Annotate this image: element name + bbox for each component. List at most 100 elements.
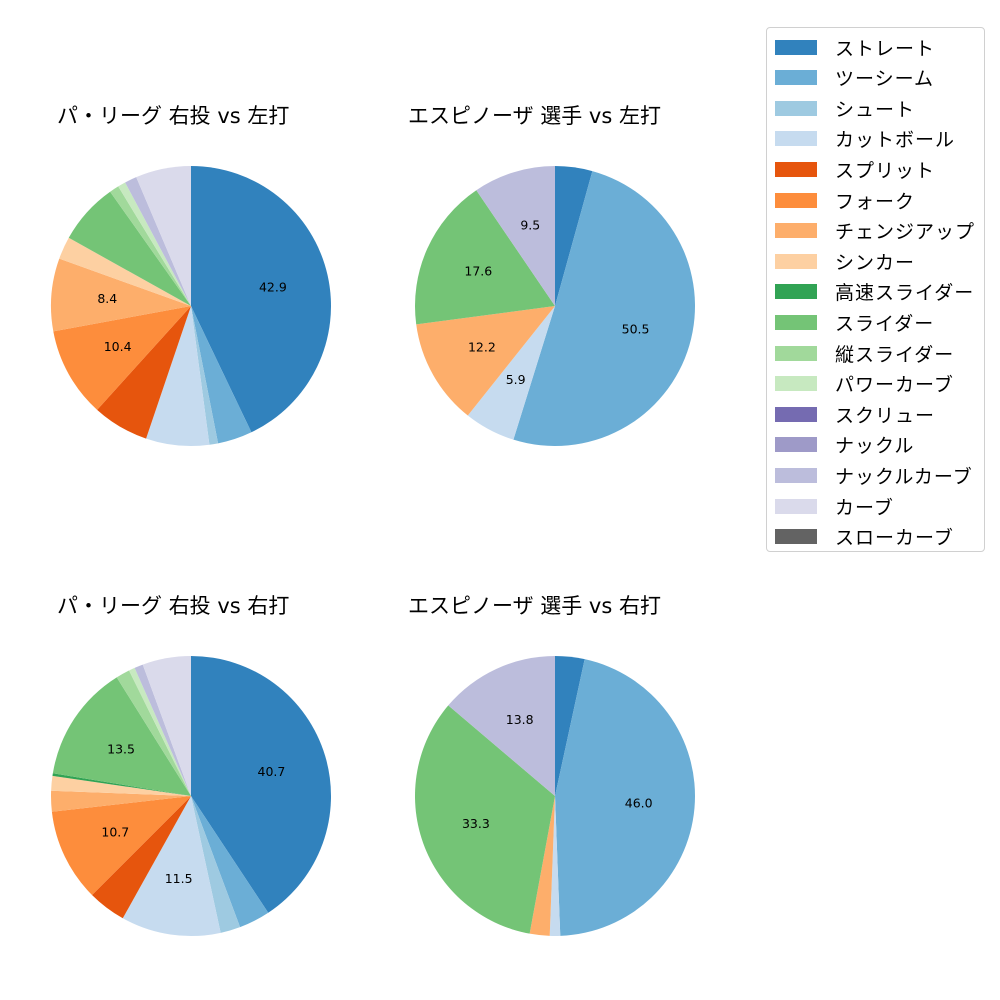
legend-swatch [775, 192, 817, 208]
pie-slice [191, 166, 332, 433]
pie-svg: 40.7 11.5 10.7 13.5 [51, 656, 331, 936]
legend-label: チェンジアップ [835, 221, 976, 244]
legend-item: スプリット [767, 154, 984, 184]
pie-slice [51, 790, 191, 812]
pie-slice [529, 796, 555, 936]
pie-slice [146, 306, 210, 447]
pie-slice [555, 166, 593, 306]
legend-item: 縦スライダー [767, 338, 984, 368]
slice-value-label: 13.8 [506, 712, 534, 727]
legend-label: フォーク [835, 190, 916, 213]
pie-slice [549, 796, 561, 936]
pie-slice [191, 306, 219, 445]
pie-slice [191, 306, 252, 444]
slice-value-label: 40.7 [258, 764, 286, 779]
legend-item: ナックルカーブ [767, 460, 984, 490]
legend-label: ナックルカーブ [835, 465, 973, 488]
legend-label: ツーシーム [835, 68, 935, 91]
chart-title: エスピノーザ 選手 vs 右打 [408, 594, 661, 618]
legend-item: フォーク [767, 185, 984, 215]
slice-value-label: 12.2 [468, 339, 496, 354]
legend-swatch [775, 376, 817, 392]
pie-slice [68, 191, 191, 306]
legend-label: スライダー [835, 312, 935, 335]
slice-value-label: 46.0 [625, 795, 653, 810]
pie-slice [555, 659, 695, 936]
legend-item: ツーシーム [767, 63, 984, 93]
pie-slice [191, 796, 241, 933]
pie-slice [555, 656, 585, 796]
slice-value-label: 8.4 [97, 291, 117, 306]
pie-chart-pa-league-vs-left: パ・リーグ 右投 vs 左打 42.9 10.4 8.4 [0, 0, 380, 490]
legend-item: スクリュー [767, 399, 984, 429]
pie-slice [122, 796, 221, 936]
legend-item: スライダー [767, 307, 984, 337]
slice-value-label: 10.7 [101, 824, 129, 839]
pie-slice [467, 306, 555, 440]
legend-label: カーブ [835, 496, 894, 519]
legend-item: ナックル [767, 430, 984, 460]
legend-swatch [775, 498, 817, 514]
slice-value-label: 11.5 [165, 871, 193, 886]
legend-swatch [775, 39, 817, 55]
legend-item: 高速スライダー [767, 277, 984, 307]
slice-value-label: 50.5 [622, 322, 650, 337]
pie-slice [52, 773, 191, 796]
pie-slice [51, 796, 192, 895]
pie-slice [136, 166, 191, 306]
legend-swatch [775, 406, 817, 422]
legend-swatch [775, 314, 817, 330]
legend-label: 高速スライダー [835, 282, 975, 305]
pie-slice [53, 306, 191, 410]
legend-swatch [775, 284, 817, 300]
slice-value-label: 17.6 [464, 264, 492, 279]
pie-slice [191, 796, 269, 928]
chart-title: エスピノーザ 選手 vs 左打 [408, 104, 661, 128]
legend-item: ストレート [767, 32, 984, 62]
legend-item: スローカーブ [767, 522, 984, 552]
legend-label: シンカー [835, 251, 916, 274]
pie-slice [416, 306, 555, 416]
legend-label: 縦スライダー [835, 343, 955, 366]
legend-item: パワーカーブ [767, 369, 984, 399]
pie-slice [125, 177, 191, 306]
slice-value-label: 42.9 [259, 279, 287, 294]
pie-slice [97, 306, 191, 439]
pie-chart-espinoza-vs-left: エスピノーザ 選手 vs 左打 50.5 5.9 12.2 17.6 9.5 [380, 0, 760, 490]
pie-svg: 42.9 10.4 8.4 [51, 166, 332, 447]
legend-label: ストレート [835, 37, 936, 60]
legend-swatch [775, 529, 817, 545]
chart-title: パ・リーグ 右投 vs 左打 [57, 104, 290, 128]
pie-slice [142, 656, 191, 796]
pie-slice [414, 705, 555, 934]
legend-item: シンカー [767, 246, 984, 276]
legend-swatch [775, 253, 817, 269]
pie-slice [51, 775, 191, 796]
slice-value-label: 9.5 [520, 218, 540, 233]
pie-chart-pa-league-vs-right: パ・リーグ 右投 vs 右打 40.7 11.5 10.7 13.5 [0, 490, 380, 1000]
pie-slice [52, 677, 191, 796]
pie-slice [110, 186, 191, 306]
pie-slice [51, 258, 191, 332]
chart-title: パ・リーグ 右投 vs 右打 [57, 594, 290, 618]
legend-swatch [775, 223, 817, 239]
pie-svg: 50.5 5.9 12.2 17.6 9.5 [415, 166, 696, 447]
legend-item: シュート [767, 93, 984, 123]
pie-slice [92, 796, 191, 919]
legend-label: ナックル [835, 435, 915, 458]
legend-label: スプリット [835, 159, 936, 182]
legend-swatch [775, 437, 817, 453]
pie-chart-espinoza-vs-right: エスピノーザ 選手 vs 右打 46.0 33.3 13.8 [380, 490, 760, 1000]
legend-label: カットボール [835, 129, 956, 152]
legend-swatch [775, 345, 817, 361]
pie-slice [59, 237, 192, 306]
legend-item: カーブ [767, 491, 984, 521]
slice-value-label: 13.5 [107, 741, 135, 756]
legend-label: スローカーブ [835, 527, 954, 550]
slice-value-label: 5.9 [506, 372, 526, 387]
legend-swatch [775, 161, 817, 177]
slice-value-label: 33.3 [462, 816, 490, 831]
legend-swatch [775, 100, 817, 116]
legend-swatch [775, 467, 817, 483]
legend-item: チェンジアップ [767, 216, 984, 246]
